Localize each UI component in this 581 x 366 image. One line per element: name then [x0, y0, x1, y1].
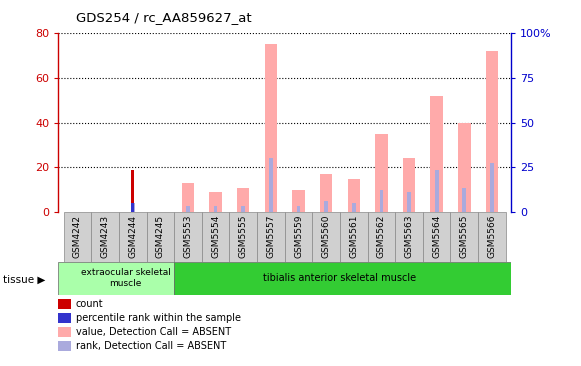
Bar: [202, 212, 229, 262]
Text: GSM5561: GSM5561: [349, 215, 358, 258]
Bar: [431, 96, 443, 212]
Bar: [119, 212, 146, 262]
Bar: [320, 174, 332, 212]
Bar: [265, 44, 277, 212]
Text: GSM4244: GSM4244: [128, 215, 137, 258]
Text: GDS254 / rc_AA859627_at: GDS254 / rc_AA859627_at: [76, 11, 251, 24]
Bar: [450, 212, 478, 262]
Text: GSM4245: GSM4245: [156, 215, 165, 258]
Text: GSM5557: GSM5557: [266, 215, 275, 258]
Bar: [58, 262, 174, 295]
Bar: [458, 123, 471, 212]
Text: rank, Detection Call = ABSENT: rank, Detection Call = ABSENT: [76, 341, 226, 351]
Text: GSM5564: GSM5564: [432, 215, 441, 258]
Bar: [131, 170, 134, 212]
Bar: [214, 206, 217, 212]
Bar: [146, 212, 174, 262]
Bar: [324, 201, 328, 212]
Bar: [257, 212, 285, 262]
Text: percentile rank within the sample: percentile rank within the sample: [76, 313, 241, 323]
Bar: [478, 212, 505, 262]
Text: tissue ▶: tissue ▶: [3, 275, 45, 285]
Bar: [91, 212, 119, 262]
Bar: [340, 212, 368, 262]
Bar: [241, 206, 245, 212]
Text: GSM5566: GSM5566: [487, 215, 496, 258]
Bar: [292, 190, 304, 212]
Bar: [490, 163, 494, 212]
Text: GSM5565: GSM5565: [460, 215, 469, 258]
Bar: [395, 212, 423, 262]
Text: GSM4242: GSM4242: [73, 215, 82, 258]
Text: extraocular skeletal
muscle: extraocular skeletal muscle: [81, 268, 171, 288]
Text: value, Detection Call = ABSENT: value, Detection Call = ABSENT: [76, 327, 231, 337]
Text: GSM5560: GSM5560: [322, 215, 331, 258]
Text: GSM5563: GSM5563: [404, 215, 414, 258]
Bar: [407, 192, 411, 212]
Text: GSM5554: GSM5554: [211, 215, 220, 258]
Bar: [186, 206, 190, 212]
Bar: [297, 206, 300, 212]
Bar: [423, 212, 450, 262]
Bar: [269, 158, 272, 212]
Bar: [313, 212, 340, 262]
Bar: [131, 203, 134, 212]
Bar: [486, 51, 498, 212]
Bar: [64, 212, 91, 262]
Text: GSM5559: GSM5559: [294, 215, 303, 258]
Bar: [462, 188, 466, 212]
Bar: [174, 262, 511, 295]
Bar: [375, 134, 388, 212]
Text: GSM5553: GSM5553: [184, 215, 192, 258]
Bar: [131, 203, 135, 212]
Bar: [229, 212, 257, 262]
Bar: [379, 190, 383, 212]
Text: GSM5562: GSM5562: [377, 215, 386, 258]
Bar: [352, 203, 356, 212]
Bar: [435, 170, 439, 212]
Bar: [209, 192, 222, 212]
Bar: [347, 179, 360, 212]
Bar: [182, 183, 194, 212]
Bar: [403, 158, 415, 212]
Bar: [368, 212, 395, 262]
Bar: [237, 188, 249, 212]
Text: count: count: [76, 299, 103, 309]
Text: tibialis anterior skeletal muscle: tibialis anterior skeletal muscle: [263, 273, 417, 283]
Bar: [174, 212, 202, 262]
Bar: [285, 212, 313, 262]
Text: GSM5555: GSM5555: [239, 215, 248, 258]
Text: GSM4243: GSM4243: [101, 215, 110, 258]
